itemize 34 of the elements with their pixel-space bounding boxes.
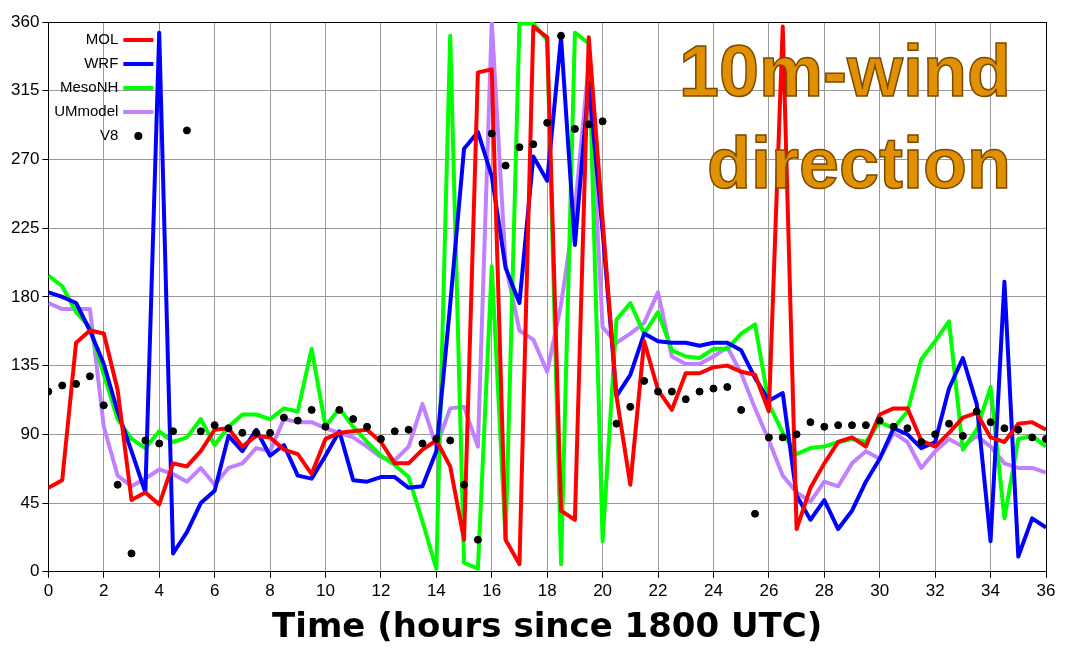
x-tick-label: 22 — [648, 580, 668, 600]
x-tick-label: 18 — [537, 580, 557, 600]
x-tick-label: 16 — [482, 580, 502, 600]
x-tick-label: 0 — [43, 580, 54, 600]
y-tick-label: 135 — [10, 355, 40, 375]
x-tick-label: 6 — [209, 580, 220, 600]
x-tick-label: 36 — [1036, 580, 1056, 600]
y-tick-label: 270 — [10, 149, 40, 169]
y-tick-label: 180 — [10, 286, 40, 306]
y-tick-label: 225 — [10, 217, 40, 237]
x-tick-label: 8 — [265, 580, 275, 600]
legend-label: MesoNH — [60, 78, 119, 96]
x-tick-label: 14 — [426, 580, 446, 600]
x-tick-label: 4 — [154, 580, 164, 600]
x-tick-label: 2 — [99, 580, 109, 600]
legend-label: UMmodel — [54, 102, 119, 120]
legend-label: MOL — [85, 30, 119, 48]
x-tick-label: 24 — [703, 580, 723, 600]
x-tick-label: 30 — [870, 580, 890, 600]
y-tick-label: 315 — [10, 80, 40, 100]
y-tick-label: 0 — [29, 561, 40, 581]
x-tick-label: 32 — [925, 580, 945, 600]
y-tick-label: 360 — [10, 11, 40, 31]
x-axis-title: Time (hours since 1800 UTC) — [272, 605, 823, 646]
y-tick-label: 45 — [20, 492, 40, 512]
x-tick-label: 26 — [759, 580, 779, 600]
y-tick-label: 90 — [20, 424, 40, 444]
x-tick-label: 12 — [371, 580, 391, 600]
x-tick-label: 28 — [814, 580, 834, 600]
legend-label: V8 — [100, 126, 119, 144]
x-tick-label: 10 — [316, 580, 335, 600]
legend-label: WRF — [84, 54, 119, 72]
x-tick-label: 20 — [593, 580, 613, 600]
x-tick-label: 34 — [981, 580, 1001, 600]
